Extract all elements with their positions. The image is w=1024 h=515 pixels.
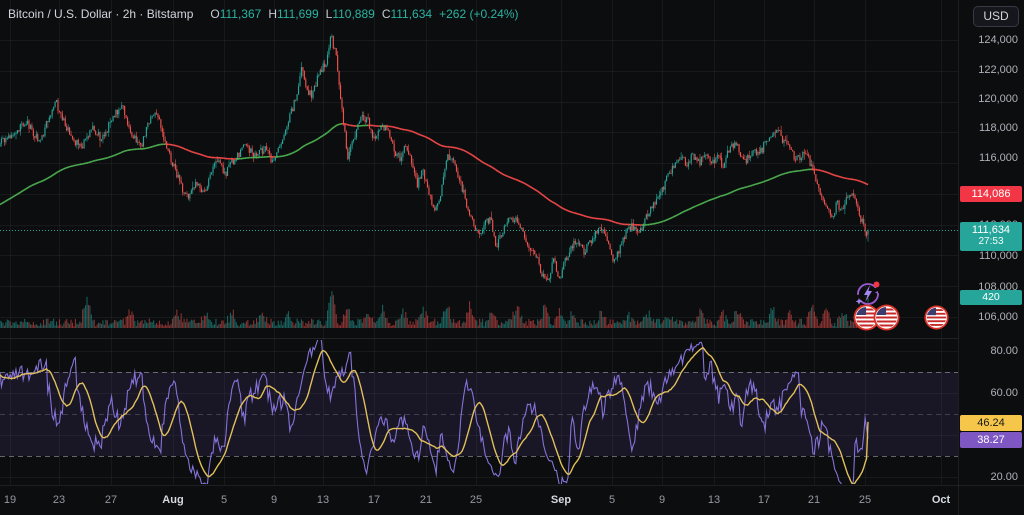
currency-toggle-button[interactable]: USD	[973, 6, 1019, 27]
price-chart-canvas[interactable]	[0, 0, 958, 485]
price-axis-label: 124,000	[978, 34, 1018, 46]
price-axis-label: 116,000	[979, 152, 1018, 164]
time-axis[interactable]: 19 23 27 Aug 5 9 13 17 21 25 Sep 5 9 13 17 21 25 Oct	[0, 485, 1024, 515]
time-axis-label: 17	[757, 494, 771, 506]
rsi-badge: 38.27	[960, 432, 1022, 448]
change-value: +262 (+0.24%)	[439, 7, 519, 21]
bolt-refresh-icon[interactable]	[855, 280, 882, 306]
price-axis-label: 60.00	[990, 387, 1018, 399]
time-axis-label: 13	[316, 494, 330, 506]
volume-badge: 420	[960, 290, 1022, 305]
price-axis-label: 80.00	[990, 345, 1018, 357]
us-flag-icon[interactable]	[923, 304, 950, 331]
close-label: C	[381, 7, 391, 21]
time-axis-label: 25	[469, 494, 483, 506]
time-axis-label: 19	[3, 494, 17, 506]
us-flag-icon[interactable]	[872, 303, 901, 332]
time-axis-label: 27	[104, 494, 118, 506]
price-axis-label: 118,000	[979, 122, 1018, 134]
rsi-ma-badge: 46.24	[960, 415, 1022, 431]
time-axis-label: 17	[367, 494, 381, 506]
bar-countdown: 27:53	[978, 236, 1004, 247]
ma-price-badge: 114,086	[960, 186, 1022, 202]
price-axis[interactable]: USD 124,000 122,000 120,000 118,000 116,000 1…	[958, 0, 1024, 515]
open-label: O	[210, 7, 220, 21]
time-axis-label: 13	[707, 494, 721, 506]
time-axis-label: 9	[270, 494, 278, 506]
symbol-legend: Bitcoin / U.S. Dollar · 2h · Bitstamp O11…	[8, 7, 518, 21]
low-value: 110,889	[332, 7, 375, 21]
time-axis-label: Aug	[162, 494, 184, 506]
time-axis-label: 21	[807, 494, 821, 506]
last-price-badge: 111,634 27:53	[960, 222, 1022, 251]
us-flag-icon[interactable]	[852, 303, 881, 332]
time-axis-label: 9	[658, 494, 666, 506]
price-axis-label: 106,000	[978, 311, 1018, 323]
price-axis-label: 122,000	[978, 64, 1018, 76]
open-value: 111,367	[219, 7, 262, 21]
symbol-title[interactable]: Bitcoin / U.S. Dollar · 2h · Bitstamp	[8, 7, 194, 21]
time-axis-label: 23	[52, 494, 66, 506]
price-axis-label: 20.00	[990, 471, 1018, 483]
high-value: 111,699	[277, 7, 319, 21]
low-label: L	[325, 7, 333, 21]
time-axis-label: Sep	[550, 494, 572, 506]
time-axis-label: 25	[858, 494, 872, 506]
time-axis-label: 5	[608, 494, 616, 506]
time-axis-label: Oct	[931, 494, 951, 506]
price-axis-label: 120,000	[978, 93, 1018, 105]
close-value: 111,634	[390, 7, 433, 21]
time-axis-label: 21	[419, 494, 433, 506]
last-price-value: 111,634	[971, 224, 1011, 236]
time-axis-label: 5	[220, 494, 228, 506]
price-axis-label: 110,000	[979, 250, 1018, 262]
high-label: H	[268, 7, 278, 21]
